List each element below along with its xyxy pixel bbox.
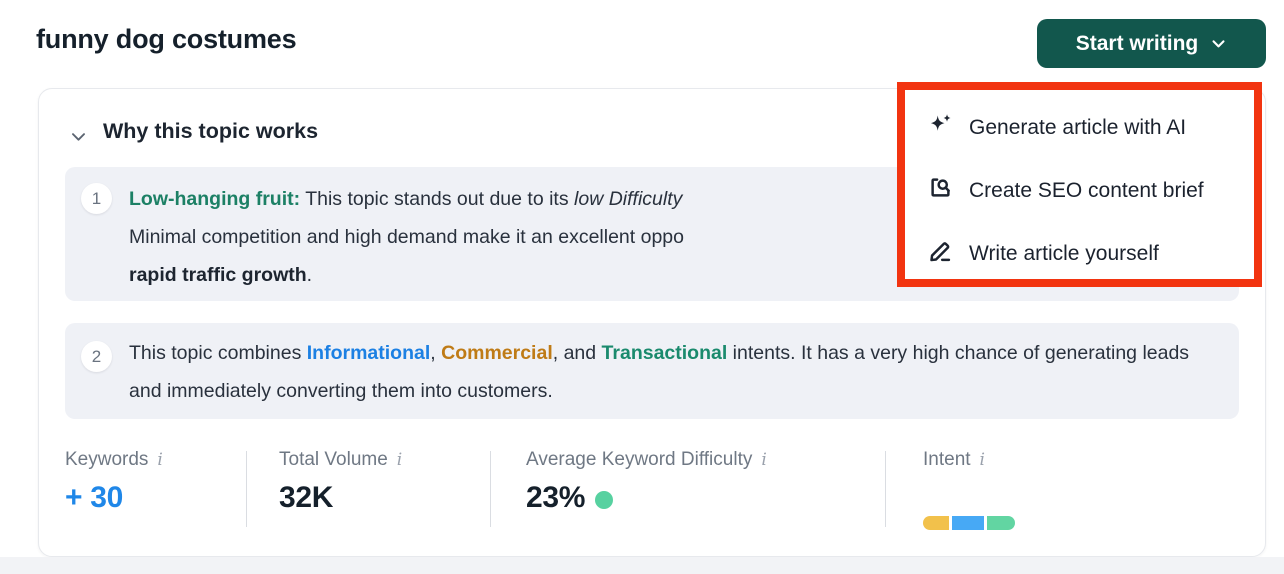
intent-informational-label: Informational [306,342,431,364]
point-1-line-2: Minimal competition and high demand make… [129,226,684,248]
intent-transactional-label: Transactional [601,342,728,364]
info-icon[interactable]: i [761,450,767,470]
intent-segment-commercial [923,516,949,530]
sparkles-icon [927,111,954,144]
point-1-number: 1 [81,183,112,214]
info-icon[interactable]: i [396,450,403,470]
kd-green-dot [595,491,614,509]
total-volume-stat-label: Total Volume i [279,449,403,470]
info-icon[interactable]: i [979,450,985,470]
doc-search-icon [927,174,954,207]
info-icon[interactable]: i [157,450,163,470]
point-2-text: This topic combines Informational, Comme… [129,342,1190,402]
menu-item-label: Create SEO content brief [969,178,1204,202]
intent-segment-transactional [987,516,1015,530]
start-writing-label: Start writing [1075,31,1199,55]
avg-kd-stat-value: 23% [526,481,614,515]
chevron-down-icon [1210,33,1227,55]
pencil-icon [927,237,954,270]
point-1-lead: Low-hanging fruit: [129,188,301,210]
page-title: funny dog costumes [36,24,297,54]
menu-item-write-yourself[interactable]: Write article yourself [905,222,1254,285]
stat-divider [246,451,247,527]
keywords-stat-label: Keywords i [65,449,163,470]
point-1-italic: low Difficulty [574,188,683,210]
menu-item-generate-article-ai[interactable]: Generate article with AI [905,96,1254,159]
avg-kd-stat-label: Average Keyword Difficulty i [526,449,767,470]
page-bottom-strip [0,557,1284,574]
intent-commercial-label: Commercial [441,342,553,364]
red-highlight-annotation: Generate article with AI Create SEO cont… [897,82,1262,287]
menu-item-label: Write article yourself [969,241,1159,265]
point-2-block: 2 This topic combines Informational, Com… [65,323,1239,419]
intent-stat-label: Intent i [923,449,985,470]
intent-bar [923,516,1015,530]
collapse-chevron-icon[interactable] [69,127,88,151]
menu-item-create-seo-brief[interactable]: Create SEO content brief [905,159,1254,222]
point-2-number: 2 [81,341,112,372]
stat-divider [490,451,491,527]
total-volume-stat-value: 32K [279,481,334,514]
card-title: Why this topic works [103,119,319,143]
stat-divider [885,451,886,527]
intent-segment-informational [952,516,984,530]
keywords-stat-value: + 30 [65,481,124,514]
start-writing-button[interactable]: Start writing [1037,19,1266,68]
menu-item-label: Generate article with AI [969,115,1187,139]
start-writing-dropdown-menu: Generate article with AI Create SEO cont… [905,90,1254,279]
point-1-line-3: rapid traffic growth. [129,264,313,286]
point-1-line-1: Low-hanging fruit: This topic stands out… [129,188,683,210]
